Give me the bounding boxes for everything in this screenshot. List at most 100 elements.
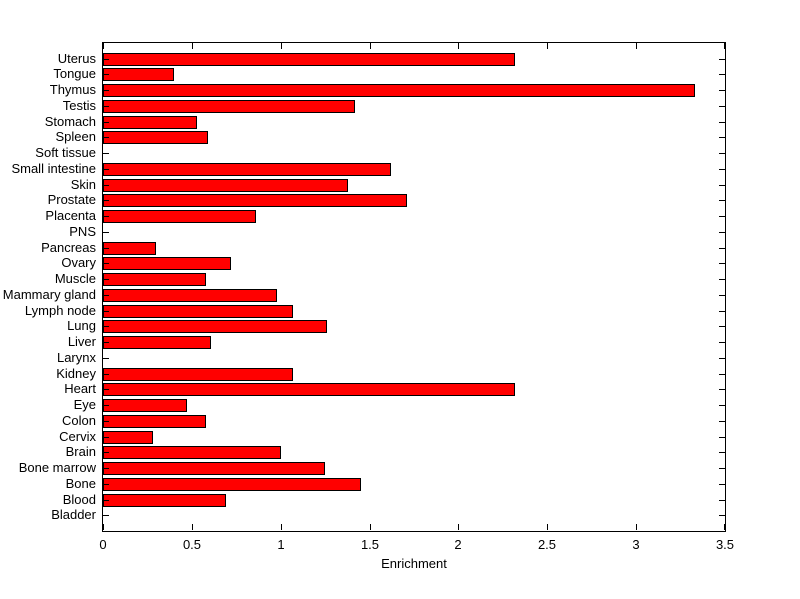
y-axis-label: Testis (62, 98, 96, 113)
x-tick-top (192, 43, 193, 49)
x-tick-top (370, 43, 371, 49)
bar-eye (103, 399, 187, 412)
y-tick-left (103, 295, 109, 296)
bar-pancreas (103, 242, 156, 255)
y-tick-right (719, 389, 725, 390)
y-tick-left (103, 374, 109, 375)
y-axis-label: Colon (62, 413, 96, 428)
bar-lung (103, 320, 327, 333)
y-axis-label: Lymph node (24, 303, 96, 318)
y-tick-left (103, 421, 109, 422)
y-tick-right (719, 137, 725, 138)
bar-muscle (103, 273, 206, 286)
y-axis-label: Pancreas (41, 240, 96, 255)
y-axis-label: PNS (69, 224, 96, 239)
y-tick-left (103, 106, 109, 107)
y-tick-left (103, 74, 109, 75)
y-tick-right (719, 74, 725, 75)
y-tick-right (719, 374, 725, 375)
x-tick-top (547, 43, 548, 49)
y-tick-right (719, 421, 725, 422)
y-tick-left (103, 248, 109, 249)
bar-small-intestine (103, 163, 391, 176)
x-axis-tick-label: 0 (99, 537, 107, 552)
y-axis-label: Muscle (54, 271, 96, 286)
y-axis-label: Bone marrow (18, 460, 96, 475)
y-tick-right (719, 169, 725, 170)
y-axis-label: Uterus (57, 51, 96, 66)
bar-bone (103, 478, 361, 491)
y-axis-label: Brain (65, 444, 96, 459)
x-tick-top (103, 43, 104, 49)
bar-blood (103, 494, 226, 507)
x-tick-top (281, 43, 282, 49)
y-tick-left (103, 59, 109, 60)
bar-testis (103, 100, 355, 113)
y-tick-left (103, 452, 109, 453)
bar-brain (103, 446, 281, 459)
y-tick-left (103, 137, 109, 138)
y-axis-label: Soft tissue (35, 145, 96, 160)
y-axis-label: Mammary gland (2, 287, 96, 302)
y-tick-left (103, 311, 109, 312)
y-axis-label: Heart (64, 381, 96, 396)
y-tick-right (719, 342, 725, 343)
y-tick-right (719, 515, 725, 516)
y-tick-right (719, 248, 725, 249)
x-tick-bottom (636, 524, 637, 530)
y-axis-label: Prostate (47, 192, 96, 207)
x-tick-top (724, 43, 725, 49)
y-tick-right (719, 59, 725, 60)
y-tick-right (719, 326, 725, 327)
x-tick-bottom (103, 524, 104, 530)
y-tick-right (719, 468, 725, 469)
y-tick-left (103, 389, 109, 390)
y-axis-label: Blood (62, 492, 96, 507)
y-tick-right (719, 311, 725, 312)
x-tick-top (458, 43, 459, 49)
x-axis-tick-label: 1 (277, 537, 285, 552)
y-axis-label: Ovary (61, 255, 96, 270)
bar-stomach (103, 116, 197, 129)
x-tick-top (636, 43, 637, 49)
bar-bone-marrow (103, 462, 325, 475)
bar-mammary-gland (103, 289, 277, 302)
y-axis-label: Stomach (44, 114, 96, 129)
y-tick-right (719, 200, 725, 201)
y-tick-left (103, 90, 109, 91)
y-tick-right (719, 295, 725, 296)
bar-cervix (103, 431, 153, 444)
x-tick-bottom (192, 524, 193, 530)
y-tick-left (103, 263, 109, 264)
x-axis-title: Enrichment (381, 556, 447, 571)
y-tick-right (719, 500, 725, 501)
y-tick-left (103, 342, 109, 343)
x-axis-tick-label: 2 (454, 537, 462, 552)
y-tick-left (103, 200, 109, 201)
y-tick-left (103, 500, 109, 501)
y-tick-right (719, 153, 725, 154)
y-tick-left (103, 437, 109, 438)
y-axis-label: Small intestine (11, 161, 96, 176)
x-axis-tick-label: 2.5 (537, 537, 557, 552)
y-tick-left (103, 515, 109, 516)
x-tick-bottom (370, 524, 371, 530)
y-tick-left (103, 216, 109, 217)
y-axis-label: Liver (67, 334, 96, 349)
y-axis-label: Tongue (53, 66, 96, 81)
y-axis-label: Bladder (51, 507, 96, 522)
y-axis-label: Eye (73, 397, 96, 412)
y-tick-right (719, 216, 725, 217)
y-axis-label: Lung (67, 318, 96, 333)
x-axis-tick-label: 0.5 (182, 537, 202, 552)
bar-colon (103, 415, 206, 428)
y-tick-left (103, 122, 109, 123)
y-tick-right (719, 263, 725, 264)
y-axis-label: Skin (70, 177, 96, 192)
bar-skin (103, 179, 348, 192)
y-tick-left (103, 468, 109, 469)
y-tick-right (719, 484, 725, 485)
y-tick-left (103, 326, 109, 327)
y-axis-label: Kidney (56, 366, 96, 381)
